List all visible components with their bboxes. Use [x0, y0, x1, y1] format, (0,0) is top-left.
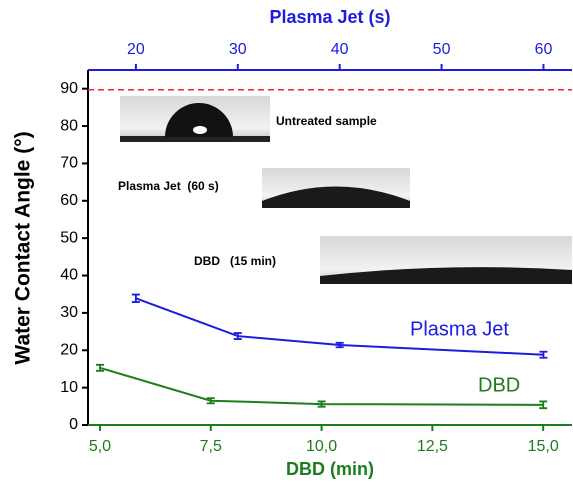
y-tick-label: 20 [60, 341, 78, 358]
y-tick-label: 50 [60, 229, 78, 246]
y-tick-label: 90 [60, 80, 78, 97]
error-bar [539, 350, 548, 359]
y-tick-label: 70 [60, 155, 78, 172]
x-tick-label: 10,0 [306, 438, 337, 455]
x2-tick-label: 40 [331, 41, 349, 58]
x2-axis-label: Plasma Jet (s) [269, 7, 390, 27]
x2-tick-label: 50 [433, 41, 451, 58]
y-tick-label: 10 [60, 379, 78, 396]
error-bar [317, 400, 326, 408]
y-tick-label: 40 [60, 267, 78, 284]
error-bar [233, 332, 242, 340]
error-bar [95, 363, 104, 372]
y-tick-label: 30 [60, 304, 78, 321]
x-tick-label: 12,5 [417, 438, 448, 455]
photo-untreated [120, 96, 270, 142]
x-tick-label: 5,0 [89, 438, 111, 455]
annotation: DBD (15 min) [194, 254, 276, 268]
photo-plasma-jet [262, 168, 410, 208]
legend-label: DBD [478, 374, 520, 396]
x2-tick-label: 30 [229, 41, 247, 58]
x2-tick-label: 20 [127, 41, 145, 58]
series-line [135, 297, 544, 356]
series-line [99, 366, 544, 406]
error-bar [539, 400, 548, 410]
photo-dbd [320, 236, 572, 284]
annotation: Plasma Jet (60 s) [118, 179, 219, 193]
x-axis-label: DBD (min) [286, 459, 374, 479]
y-tick-label: 80 [60, 117, 78, 134]
annotation: Untreated sample [276, 114, 377, 128]
x-tick-label: 7,5 [200, 438, 222, 455]
y-tick-label: 60 [60, 192, 78, 209]
error-bar [131, 293, 140, 303]
error-bar [206, 397, 215, 405]
error-bar [335, 341, 344, 349]
y-tick-label: 0 [69, 416, 78, 433]
y-axis-label: Water Contact Angle (°) [12, 131, 35, 364]
x2-tick-label: 60 [535, 41, 553, 58]
legend-label: Plasma Jet [410, 318, 509, 340]
x-tick-label: 15,0 [528, 438, 559, 455]
